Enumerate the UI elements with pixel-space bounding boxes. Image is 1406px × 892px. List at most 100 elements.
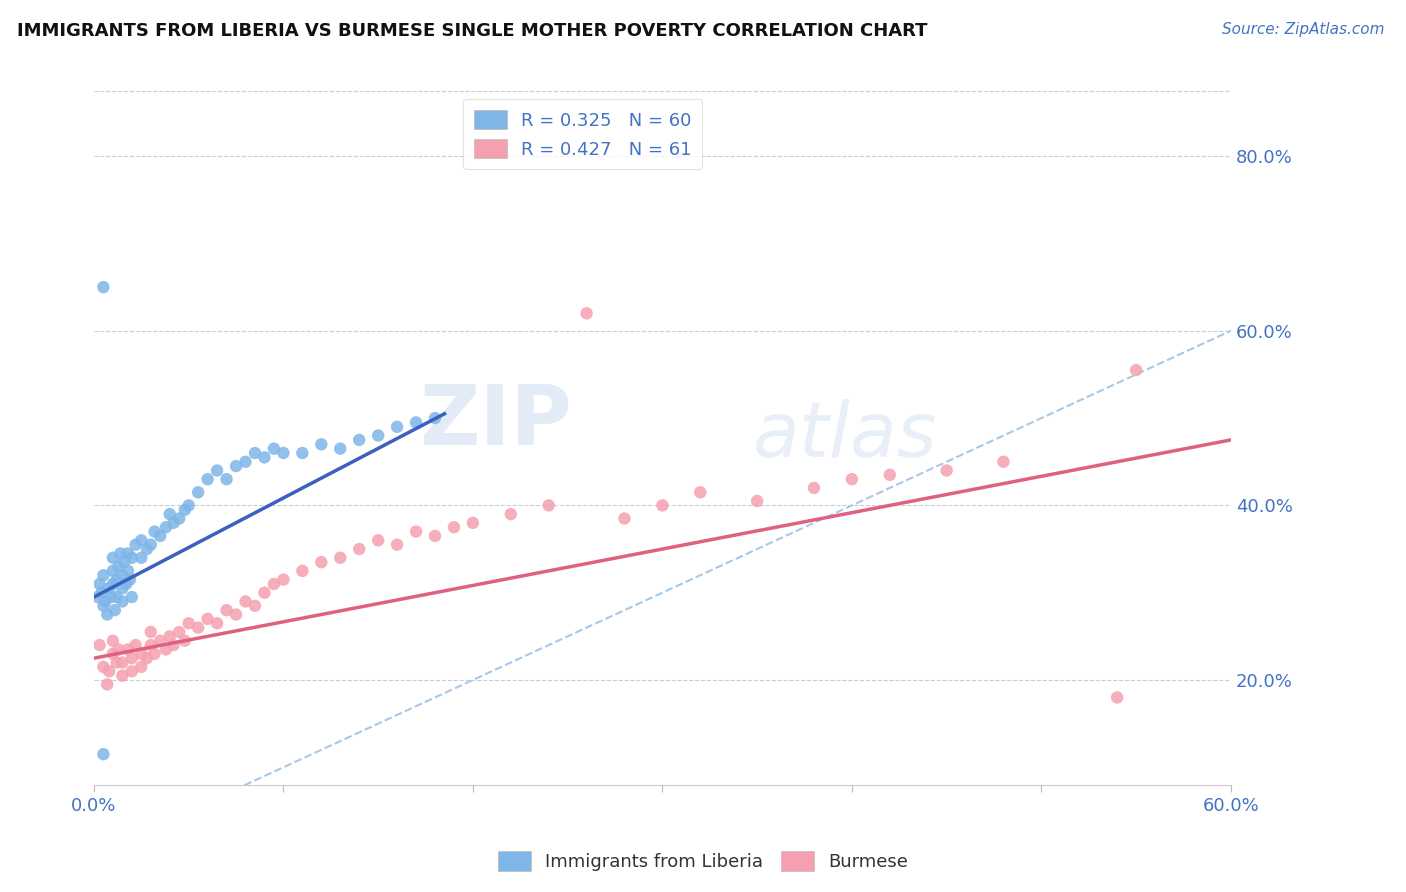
Point [689, 485, 711, 500]
Text: Source: ZipAtlas.com: Source: ZipAtlas.com [1222, 22, 1385, 37]
Point [423, 529, 446, 543]
Point [93, 747, 115, 762]
Point [93, 599, 115, 613]
Point [107, 642, 129, 657]
Point [87, 590, 110, 604]
Point [159, 507, 181, 521]
Point [803, 481, 825, 495]
Point [263, 442, 285, 456]
Point [139, 624, 162, 639]
Point [879, 467, 901, 482]
Point [98, 665, 121, 679]
Point [117, 546, 139, 560]
Point [205, 616, 228, 631]
Text: IMMIGRANTS FROM LIBERIA VS BURMESE SINGLE MOTHER POVERTY CORRELATION CHART: IMMIGRANTS FROM LIBERIA VS BURMESE SINGL… [17, 22, 928, 40]
Point [225, 607, 247, 622]
Point [129, 533, 152, 548]
Point [139, 538, 162, 552]
Point [235, 594, 257, 608]
Point [162, 516, 184, 530]
Point [136, 651, 159, 665]
Point [124, 638, 146, 652]
Point [111, 582, 134, 596]
Point [613, 511, 636, 525]
Point [136, 542, 159, 557]
Text: ZIP: ZIP [419, 381, 571, 462]
Point [111, 594, 134, 608]
Point [423, 411, 446, 425]
Point [651, 499, 673, 513]
Point [311, 437, 333, 451]
Point [367, 533, 389, 548]
Point [167, 624, 190, 639]
Point [177, 616, 200, 631]
Point [124, 538, 146, 552]
Point [461, 516, 484, 530]
Point [225, 459, 247, 474]
Point [110, 546, 132, 560]
Point [159, 629, 181, 643]
Point [121, 665, 143, 679]
Point [537, 499, 560, 513]
Legend: Immigrants from Liberia, Burmese: Immigrants from Liberia, Burmese [491, 844, 915, 879]
Point [89, 577, 111, 591]
Point [197, 472, 219, 486]
Point [149, 633, 172, 648]
Point [139, 638, 162, 652]
Point [111, 568, 134, 582]
Point [443, 520, 465, 534]
Point [129, 660, 152, 674]
Text: atlas: atlas [754, 399, 938, 473]
Point [235, 455, 257, 469]
Point [155, 520, 177, 534]
Point [367, 428, 389, 442]
Point [273, 573, 295, 587]
Point [291, 564, 314, 578]
Point [94, 594, 117, 608]
Point [96, 677, 118, 691]
Point [167, 511, 190, 525]
Point [405, 416, 427, 430]
Point [121, 651, 143, 665]
Point [100, 590, 122, 604]
Point [149, 529, 172, 543]
Point [329, 550, 352, 565]
Point [385, 420, 408, 434]
Point [93, 660, 115, 674]
Point [385, 538, 408, 552]
Point [575, 306, 598, 320]
Point [993, 455, 1015, 469]
Point [104, 603, 127, 617]
Point [347, 542, 370, 557]
Point [215, 472, 238, 486]
Point [105, 573, 128, 587]
Point [117, 564, 139, 578]
Point [745, 494, 768, 508]
Point [105, 656, 128, 670]
Point [111, 656, 134, 670]
Point [107, 559, 129, 574]
Point [405, 524, 427, 539]
Point [98, 582, 121, 596]
Point [205, 463, 228, 477]
Legend: R = 0.325   N = 60, R = 0.427   N = 61: R = 0.325 N = 60, R = 0.427 N = 61 [463, 99, 703, 169]
Point [117, 642, 139, 657]
Point [105, 590, 128, 604]
Point [118, 573, 141, 587]
Point [101, 550, 124, 565]
Point [121, 590, 143, 604]
Point [115, 577, 138, 591]
Point [129, 550, 152, 565]
Point [173, 633, 195, 648]
Point [143, 647, 166, 661]
Point [253, 585, 276, 599]
Point [89, 638, 111, 652]
Point [90, 585, 112, 599]
Point [187, 621, 209, 635]
Point [291, 446, 314, 460]
Point [162, 638, 184, 652]
Point [499, 507, 522, 521]
Point [121, 550, 143, 565]
Point [111, 668, 134, 682]
Point [243, 446, 266, 460]
